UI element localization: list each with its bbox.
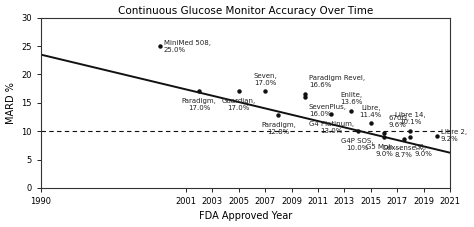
Text: Seven,
17.0%: Seven, 17.0% xyxy=(253,73,277,86)
Text: Paradigm Revel,
16.6%: Paradigm Revel, 16.6% xyxy=(309,75,365,88)
Text: G6,
9.0%: G6, 9.0% xyxy=(415,144,432,157)
Text: Paradigm,
17.0%: Paradigm, 17.0% xyxy=(182,98,217,111)
X-axis label: FDA Approved Year: FDA Approved Year xyxy=(199,211,292,222)
Text: Enlite,
13.6%: Enlite, 13.6% xyxy=(340,92,362,105)
Text: Libre 14,
10.1%: Libre 14, 10.1% xyxy=(395,112,426,125)
Text: G4 Platinum,
13.0%: G4 Platinum, 13.0% xyxy=(309,121,354,134)
Text: Libre,
11.4%: Libre, 11.4% xyxy=(360,105,382,118)
Text: G4P SOS,
10.0%: G4P SOS, 10.0% xyxy=(341,138,374,151)
Text: G5 Mob...,
9.0%: G5 Mob..., 9.0% xyxy=(366,144,402,157)
Title: Continuous Glucose Monitor Accuracy Over Time: Continuous Glucose Monitor Accuracy Over… xyxy=(118,5,373,16)
Text: Dexsense...,
8.7%: Dexsense..., 8.7% xyxy=(383,146,425,158)
Y-axis label: MARD %: MARD % xyxy=(6,82,16,124)
Text: 670G,
9.6%: 670G, 9.6% xyxy=(388,115,409,128)
Text: Paradigm,
12.8%: Paradigm, 12.8% xyxy=(261,122,296,135)
Text: MiniMed 508,
25.0%: MiniMed 508, 25.0% xyxy=(164,39,211,53)
Text: SevenPlus,
16.0%: SevenPlus, 16.0% xyxy=(309,104,347,117)
Text: Libre 2,
9.2%: Libre 2, 9.2% xyxy=(441,129,467,142)
Text: Guardian,
17.0%: Guardian, 17.0% xyxy=(222,98,256,111)
